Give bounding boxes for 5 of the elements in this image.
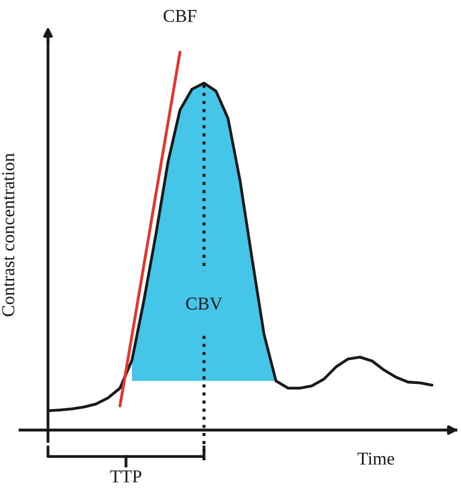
text: CBF: [164, 10, 196, 22]
x-axis-title: Time: [358, 452, 394, 465]
y-axis-title: Contrast concentration: [2, 153, 14, 316]
annotation: CBV: [186, 298, 222, 310]
text: TTP: [110, 470, 142, 482]
